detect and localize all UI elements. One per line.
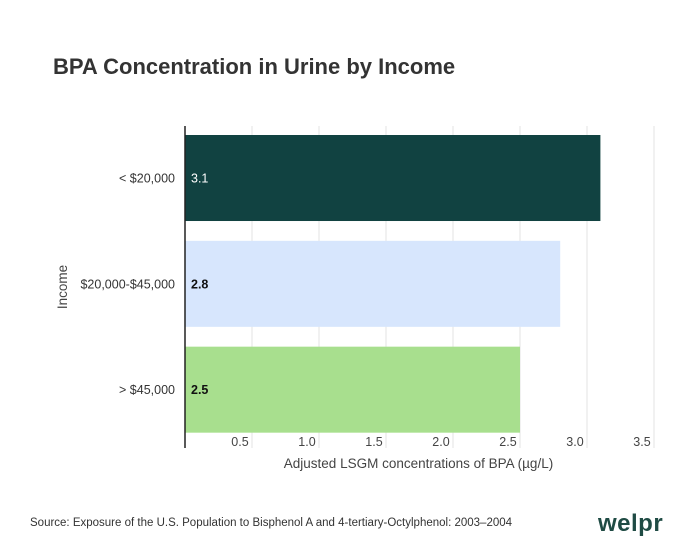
x-tick-label: 3.0 xyxy=(566,435,583,449)
category-labels: < $20,000 $20,000-$45,000 > $45,000 xyxy=(80,172,175,398)
value-labels: 3.1 2.8 2.5 xyxy=(191,172,208,398)
x-axis-title: Adjusted LSGM concentrations of BPA (µg/… xyxy=(284,456,553,471)
x-tick-label: 2.5 xyxy=(499,435,516,449)
bar-value-label: 3.1 xyxy=(191,172,208,186)
welpr-logo: welpr xyxy=(598,510,664,537)
source-note: Source: Exposure of the U.S. Population … xyxy=(30,517,513,529)
bar xyxy=(185,346,520,433)
bars xyxy=(185,135,601,433)
bar xyxy=(185,240,561,327)
x-tick-label: 2.0 xyxy=(432,435,449,449)
bar-value-label: 2.5 xyxy=(191,383,208,397)
category-label: < $20,000 xyxy=(119,172,175,186)
chart-title: BPA Concentration in Urine by Income xyxy=(53,54,456,79)
category-label: > $45,000 xyxy=(119,383,175,397)
category-label: $20,000-$45,000 xyxy=(80,277,175,291)
bar-value-label: 2.8 xyxy=(191,277,208,291)
x-tick-label: 1.0 xyxy=(298,435,315,449)
x-tick-label: 1.5 xyxy=(365,435,382,449)
x-tick-label: 0.5 xyxy=(231,435,248,449)
x-tick-label: 3.5 xyxy=(633,435,650,449)
y-axis-title: Income xyxy=(55,265,70,309)
x-tick-labels: 0.5 1.0 1.5 2.0 2.5 3.0 3.5 xyxy=(231,435,650,449)
bar xyxy=(185,135,601,222)
